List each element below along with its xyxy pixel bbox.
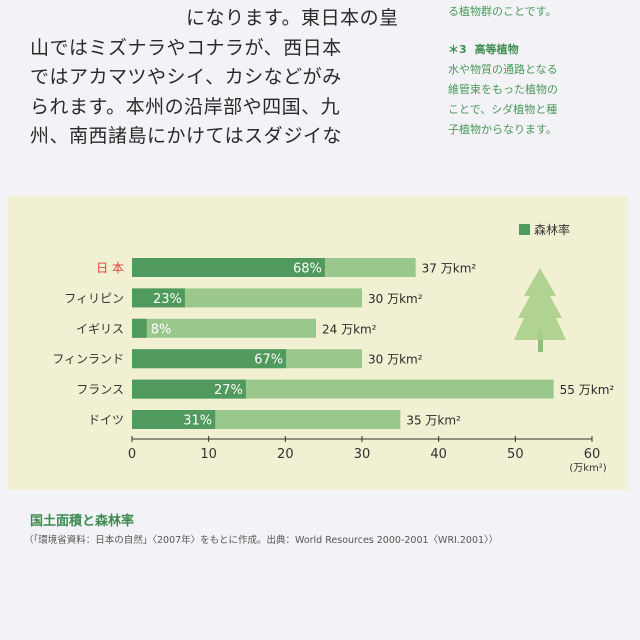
side-note-line: 維管束をもった植物の [448, 83, 558, 96]
category-label: イギリス [76, 322, 124, 336]
tree-icon [514, 268, 566, 352]
tree-trunk [538, 330, 543, 352]
chart-legend: 森林率 [519, 222, 570, 237]
x-tick-label: 20 [277, 447, 294, 462]
side-note-line: ことで、シダ植物と種 [448, 103, 558, 116]
bar-forest-area [132, 379, 246, 399]
x-tick-label: 50 [507, 447, 524, 462]
side-note-line: 子植物からなります。 [448, 123, 557, 136]
figure-source-note: （「環境省資料：日本の自然」〈2007年〉をもとに作成。出典：World Res… [24, 535, 499, 546]
footnote-number: ＊3 [448, 43, 467, 56]
x-axis: 0 10 20 30 40 50 60(万km²) [128, 436, 607, 474]
rate-label: 27% [214, 383, 243, 398]
bar-forest-area [132, 410, 216, 429]
area-label: 24 万km² [322, 322, 377, 336]
x-tick-label: 40 [430, 447, 447, 462]
body-line: 山ではミズナラやコナラが、西日本 [30, 36, 342, 59]
x-tick-label: 30 [354, 447, 371, 462]
rate-label: 68% [293, 262, 322, 277]
rate-label: 23% [153, 292, 182, 307]
bar-total-area [132, 318, 316, 338]
side-note-top-line: る植物群のことです。 [448, 5, 557, 18]
body-paragraph: になります。東日本の皇 山ではミズナラやコナラが、西日本 ではアカマツやシイ、カ… [30, 4, 400, 152]
bars: 日 本 68% 37 万km² フィリピン 23% 30 万km² イギリス 8% 24 万km… [52, 258, 614, 429]
category-label: フィンランド [52, 352, 124, 366]
bar-forest-area [132, 349, 287, 369]
bar-forest-area [132, 318, 147, 338]
x-tick-label: 60 [584, 447, 601, 462]
area-label: 30 万km² [368, 292, 423, 306]
area-label: 55 万km² [560, 383, 615, 397]
body-line: られます。本州の沿岸部や四国、九 [30, 95, 341, 118]
area-label: 30 万km² [368, 353, 423, 367]
rate-label: 67% [254, 353, 283, 368]
rate-label: 8% [151, 322, 172, 337]
area-label: 35 万km² [406, 414, 461, 428]
tree-crown [514, 268, 566, 340]
side-note-heading: ＊3 高等植物 [448, 40, 628, 60]
chart-panel [8, 196, 628, 490]
legend-label: 森林率 [534, 222, 570, 237]
legend-swatch [519, 224, 530, 235]
bar-forest-area [132, 258, 325, 277]
rate-label: 31% [183, 414, 212, 429]
category-label: フィリピン [64, 291, 124, 305]
body-line: 州、南西諸島にかけてはスダジイな [30, 125, 343, 147]
body-line: ではアカマツやシイ、カシなどがみ [30, 66, 342, 88]
bar-forest-area [132, 288, 185, 308]
side-note: る植物群のことです。 ＊3 高等植物 水や物質の通路となる 維管束をもった植物の … [448, 2, 628, 140]
category-label: ドイツ [88, 413, 124, 427]
footnote-term: 高等植物 [474, 43, 519, 56]
x-tick-label: 0 [128, 447, 136, 462]
area-label: 37 万km² [422, 262, 477, 276]
category-label: 日 本 [96, 261, 124, 275]
x-tick-label: 10 [200, 447, 217, 462]
category-label: フランス [76, 383, 124, 397]
body-line: になります。東日本の皇 [30, 7, 399, 29]
bar-total-area [132, 288, 362, 308]
x-axis-unit: (万km²) [569, 463, 606, 474]
side-note-line: 水や物質の通路となる [448, 63, 558, 76]
figure-caption-title: 国土面積と森林率 [30, 514, 135, 529]
